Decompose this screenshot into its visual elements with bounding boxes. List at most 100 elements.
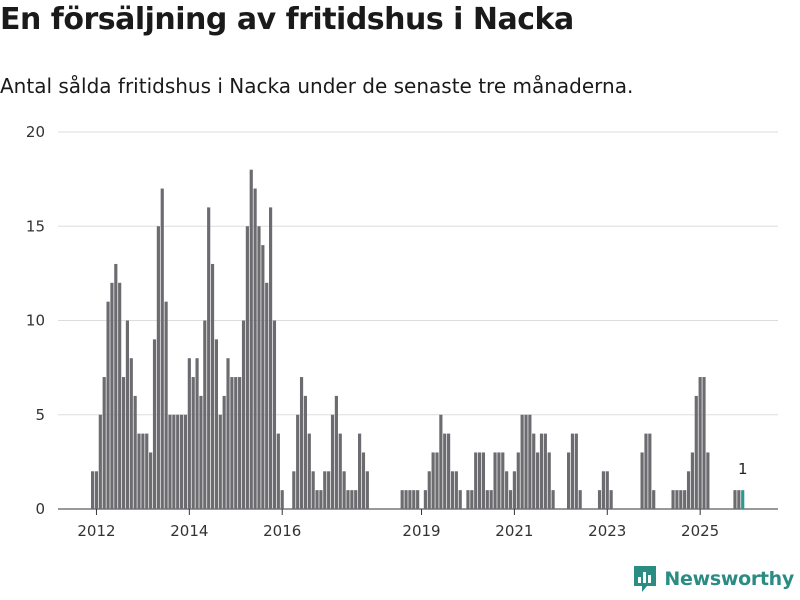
bar <box>342 471 346 509</box>
bar <box>307 433 311 509</box>
bar <box>315 490 319 509</box>
x-tick-label: 2019 <box>402 522 440 540</box>
bar <box>493 452 497 509</box>
bar <box>528 414 532 509</box>
bar <box>303 395 308 509</box>
bar <box>299 377 304 509</box>
bar <box>702 377 706 509</box>
bar <box>125 320 129 509</box>
y-tick-label: 20 <box>26 123 45 141</box>
bar <box>551 490 555 509</box>
x-tick-label: 2025 <box>681 522 719 540</box>
bar <box>296 414 300 509</box>
x-tick-label: 2014 <box>170 522 208 540</box>
bar <box>129 358 133 509</box>
bar <box>210 263 215 509</box>
chart-subtitle: Antal sålda fritidshus i Nacka under de … <box>0 74 634 98</box>
bar <box>207 207 211 509</box>
bar <box>121 377 126 509</box>
bar <box>265 282 269 509</box>
bar <box>152 339 157 509</box>
brand-name: Newsworthy <box>664 568 794 590</box>
bar <box>102 377 106 509</box>
bar <box>671 490 675 509</box>
bar <box>477 452 482 509</box>
bar <box>245 226 249 509</box>
bar <box>489 490 493 509</box>
y-tick-label: 15 <box>26 217 45 235</box>
bar <box>280 490 284 509</box>
bar <box>249 169 253 509</box>
bar <box>137 433 141 509</box>
bar <box>234 377 238 509</box>
bar <box>141 433 145 509</box>
bar <box>110 282 114 509</box>
bar <box>485 490 489 509</box>
newsworthy-logo-icon <box>634 566 657 592</box>
bar <box>644 433 648 509</box>
bar <box>230 377 234 509</box>
bar <box>605 471 609 509</box>
bar <box>578 490 582 509</box>
bar <box>470 490 474 509</box>
bar <box>435 452 439 509</box>
bar <box>733 490 737 509</box>
bar <box>269 207 273 509</box>
bar <box>652 490 656 509</box>
bar <box>160 188 164 510</box>
bar <box>505 471 509 509</box>
bar <box>172 414 176 509</box>
bar <box>497 452 501 509</box>
bar <box>365 471 369 509</box>
bar <box>679 490 683 509</box>
bar <box>350 490 354 509</box>
bar <box>183 414 188 509</box>
bar <box>168 414 172 509</box>
bar <box>238 377 242 509</box>
y-tick-label: 5 <box>35 406 45 424</box>
bar <box>404 490 408 509</box>
highlight-data-label: 1 <box>738 460 748 478</box>
bar <box>574 433 578 509</box>
bar <box>222 395 226 509</box>
bar <box>431 452 435 509</box>
chart-title: En försäljning av fritidshus i Nacka <box>0 2 574 37</box>
bar <box>323 471 327 509</box>
bar <box>149 452 153 509</box>
bar <box>98 414 102 509</box>
bar <box>443 433 447 509</box>
bar <box>106 301 110 509</box>
bar <box>690 452 694 509</box>
y-tick-label: 10 <box>26 312 45 330</box>
bar <box>466 490 470 509</box>
bar <box>474 452 478 509</box>
bar <box>361 452 366 509</box>
bar <box>94 471 99 509</box>
bar <box>412 490 416 509</box>
bar <box>319 490 323 509</box>
bar <box>454 471 458 509</box>
bar <box>512 471 516 509</box>
x-tick-label: 2023 <box>588 522 626 540</box>
bar <box>114 263 118 509</box>
bar-chart: 0 5 10 15 20 1 2012 2014 2016 2019 2021 2023 2025 <box>26 123 778 540</box>
bar <box>164 301 168 509</box>
bar <box>156 226 160 509</box>
bar <box>640 452 644 509</box>
bar <box>195 358 199 509</box>
bar <box>675 490 679 509</box>
bar <box>311 471 315 509</box>
bar <box>686 471 691 509</box>
bar <box>501 452 505 509</box>
bar <box>400 490 404 509</box>
bar <box>532 433 536 509</box>
bar <box>427 471 431 509</box>
bar <box>439 414 443 509</box>
bar <box>292 471 296 509</box>
bar <box>408 490 412 509</box>
bar <box>683 490 687 509</box>
bar <box>241 320 246 509</box>
bar <box>276 433 280 509</box>
bar <box>547 452 551 509</box>
bar <box>524 414 528 509</box>
